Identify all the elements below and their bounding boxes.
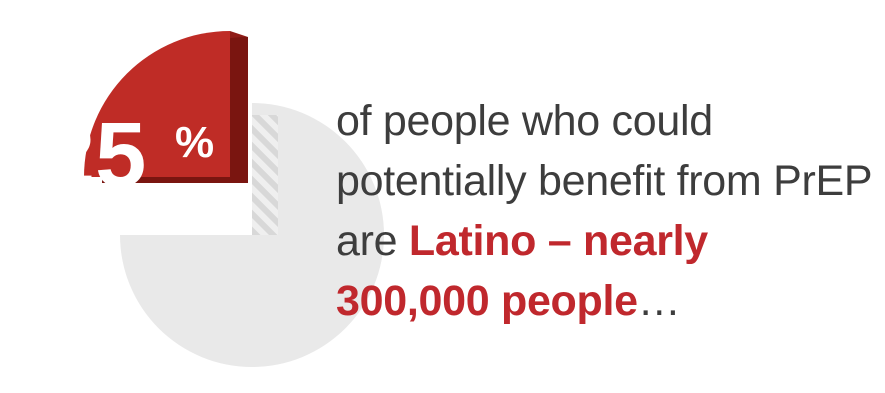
caption-suffix: …	[637, 277, 681, 325]
caption-line-1: of people who could	[336, 97, 713, 145]
caption-line-2: potentially benefit from PrEP	[336, 157, 873, 205]
caption-line-4: 300,000 people…	[336, 271, 876, 331]
caption-highlight-count: 300,000 people	[336, 277, 638, 325]
caption-prefix: are	[336, 217, 409, 265]
pie-slice-highlight	[84, 31, 230, 177]
caption-highlight-latino: Latino – nearly	[408, 217, 708, 265]
percent-label: 25	[44, 104, 146, 206]
pie-hatched-edge	[252, 115, 278, 235]
percent-sign-label: %	[175, 118, 214, 167]
caption: of people who could potentially benefit …	[336, 91, 876, 331]
caption-line-3: are Latino – nearly	[336, 211, 876, 271]
